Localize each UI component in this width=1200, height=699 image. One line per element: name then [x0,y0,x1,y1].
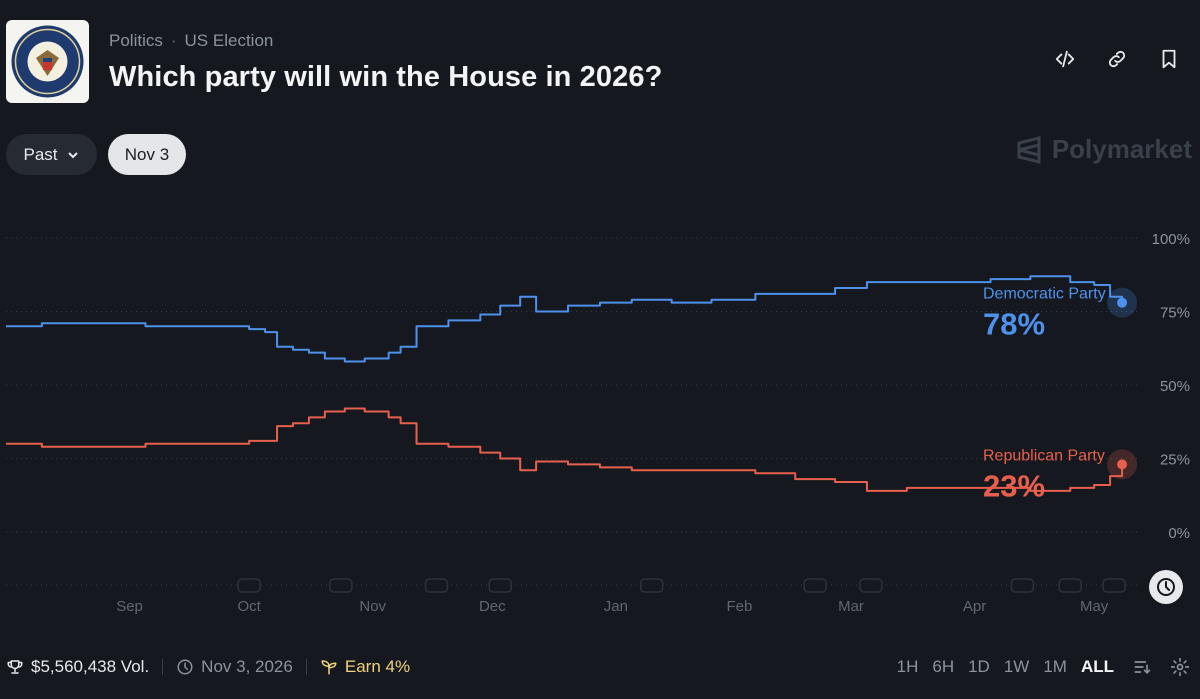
series-value-label: 23% [983,468,1045,503]
page-title: Which party will win the House in 2026? [109,61,663,93]
breadcrumb: Politics · US Election [109,31,273,51]
range-1w[interactable]: 1W [1003,657,1030,676]
event-marker[interactable] [1102,578,1126,593]
series-line [6,275,1124,363]
volume-stat: $5,560,438 Vol. [6,657,149,677]
x-tick-label: Apr [963,598,986,615]
sprout-icon [321,660,337,675]
event-marker[interactable] [803,578,827,593]
link-icon[interactable] [1106,48,1128,70]
series-name-label: Republican Party [983,447,1105,464]
house-seal-logo [6,20,89,103]
x-tick-label: May [1080,598,1109,615]
x-tick-label: Mar [838,598,864,615]
range-1h[interactable]: 1H [896,657,919,676]
event-marker[interactable] [424,578,449,593]
volume-value: $5,560,438 Vol. [31,657,150,676]
breadcrumb-subcategory[interactable]: US Election [184,31,274,50]
range-1d[interactable]: 1D [968,657,990,676]
clock-icon [1157,578,1175,596]
breadcrumb-category[interactable]: Politics [109,31,163,50]
x-tick-label: Feb [726,598,752,615]
event-marker[interactable] [329,578,353,593]
history-button[interactable] [1149,570,1183,604]
event-marker[interactable] [639,578,664,593]
date-pill[interactable]: Nov 3 [108,134,186,175]
x-tick-label: Oct [237,598,261,615]
chevron-down-icon [67,151,78,158]
event-marker[interactable] [859,578,883,593]
end-date-stat: Nov 3, 2026 [176,657,293,677]
past-dropdown[interactable]: Past [6,134,97,175]
range-all[interactable]: ALL [1080,657,1114,676]
event-marker[interactable] [1058,578,1082,593]
range-6h[interactable]: 6H [932,657,955,676]
earn-link[interactable]: Earn 4% [320,657,410,677]
price-chart[interactable]: 0% 25% 50% 75% 100% Sep Oct Nov Dec Jan Feb Mar Apr… [0,200,1200,630]
embed-icon[interactable] [1054,48,1076,70]
series-name-label: Democratic Party [983,286,1106,303]
y-tick-label: 100% [1152,231,1190,248]
footer-divider [305,659,307,675]
market-footer: $5,560,438 Vol. Nov 3, 2026 Earn 4% 1H 6… [0,650,1200,684]
endpoint-dot [1117,459,1128,470]
event-marker[interactable] [488,578,513,593]
x-tick-label: Jan [604,598,628,615]
sort-icon[interactable] [1132,657,1152,677]
y-tick-label: 25% [1160,452,1190,469]
header-actions [1054,48,1180,70]
earn-label: Earn 4% [344,657,411,676]
polymarket-logo-icon [1017,135,1041,164]
breadcrumb-separator: · [170,31,177,50]
series-value-label: 78% [983,307,1045,342]
endpoint-dot [1117,297,1128,308]
gear-icon[interactable] [1170,657,1190,677]
trophy-icon [7,660,23,674]
y-tick-label: 75% [1160,305,1190,322]
end-date-value: Nov 3, 2026 [201,657,293,676]
range-1m[interactable]: 1M [1043,657,1067,676]
x-tick-label: Nov [359,598,386,615]
y-tick-label: 0% [1168,525,1190,542]
clock-icon [177,659,193,675]
x-tick-label: Sep [116,598,143,615]
polymarket-watermark: Polymarket [1014,134,1192,165]
event-marker[interactable] [1010,578,1035,593]
past-label: Past [23,144,58,164]
series-line [6,407,1124,492]
footer-divider [162,659,164,675]
y-tick-label: 50% [1160,378,1190,395]
x-tick-label: Dec [479,598,506,615]
brand-name: Polymarket [1051,134,1192,164]
time-controls: Past Nov 3 [6,134,186,175]
range-selector: 1H 6H 1D 1W 1M ALL [883,650,1190,684]
market-header: Politics · US Election Which party will … [0,0,1200,120]
bookmark-icon[interactable] [1158,48,1180,70]
event-marker[interactable] [237,578,261,593]
